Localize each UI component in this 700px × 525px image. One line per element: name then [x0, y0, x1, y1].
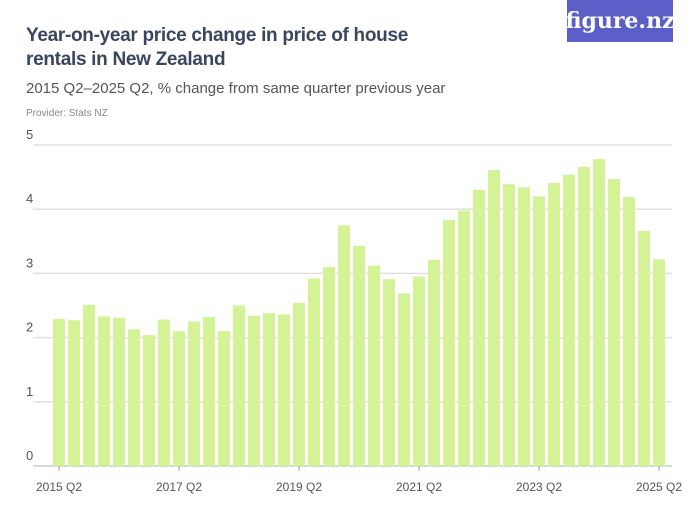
bar	[518, 187, 530, 466]
bar	[83, 304, 95, 466]
y-tick-label: 2	[26, 320, 33, 335]
x-tick-label: 2015 Q2	[36, 480, 82, 494]
bar	[653, 259, 665, 466]
x-tick-label: 2023 Q2	[516, 480, 562, 494]
bar	[293, 302, 305, 466]
bar	[578, 166, 590, 466]
bar	[203, 317, 215, 466]
bar	[458, 210, 470, 466]
bar	[278, 314, 290, 466]
bar	[638, 231, 650, 466]
chart-title: Year-on-year price change in price of ho…	[26, 25, 408, 70]
bar	[473, 189, 485, 466]
x-tick-label: 2017 Q2	[156, 480, 202, 494]
bar	[608, 179, 620, 466]
bar	[218, 331, 230, 466]
y-tick-label: 3	[26, 255, 33, 270]
bar	[143, 335, 155, 466]
y-tick-label: 0	[26, 448, 33, 463]
bar	[503, 184, 515, 467]
x-tick-label: 2025 Q2	[636, 480, 682, 494]
bar	[323, 266, 335, 466]
chart-subtitle: 2015 Q2–2025 Q2, % change from same quar…	[26, 80, 446, 97]
bar	[623, 197, 635, 466]
bar	[383, 279, 395, 466]
bar	[233, 305, 245, 466]
bar	[488, 170, 500, 466]
bar	[353, 245, 365, 466]
bar	[263, 313, 275, 466]
figure-nz-logo[interactable]: figure.nz	[565, 0, 675, 42]
provider-label: Provider: Stats NZ	[26, 108, 108, 119]
bar	[98, 316, 110, 466]
x-tick-label: 2021 Q2	[396, 480, 442, 494]
y-tick-label: 4	[26, 191, 33, 206]
bar	[563, 174, 575, 467]
bar	[173, 331, 185, 466]
bar	[113, 317, 125, 466]
bar	[338, 225, 350, 466]
bar	[158, 319, 170, 466]
bar	[428, 259, 440, 466]
bar	[128, 329, 140, 466]
x-tick-label: 2019 Q2	[276, 480, 322, 494]
y-tick-label: 1	[26, 384, 33, 399]
y-tick-label: 5	[26, 127, 33, 142]
bar	[188, 321, 200, 466]
bar	[413, 276, 425, 466]
bar	[443, 220, 455, 466]
bar	[53, 318, 65, 466]
bar	[593, 159, 605, 466]
bar	[533, 196, 545, 467]
bar	[548, 182, 560, 467]
bar	[368, 265, 380, 466]
bar	[68, 320, 80, 466]
bar	[308, 278, 320, 466]
bar	[248, 315, 260, 466]
bar	[398, 293, 410, 466]
